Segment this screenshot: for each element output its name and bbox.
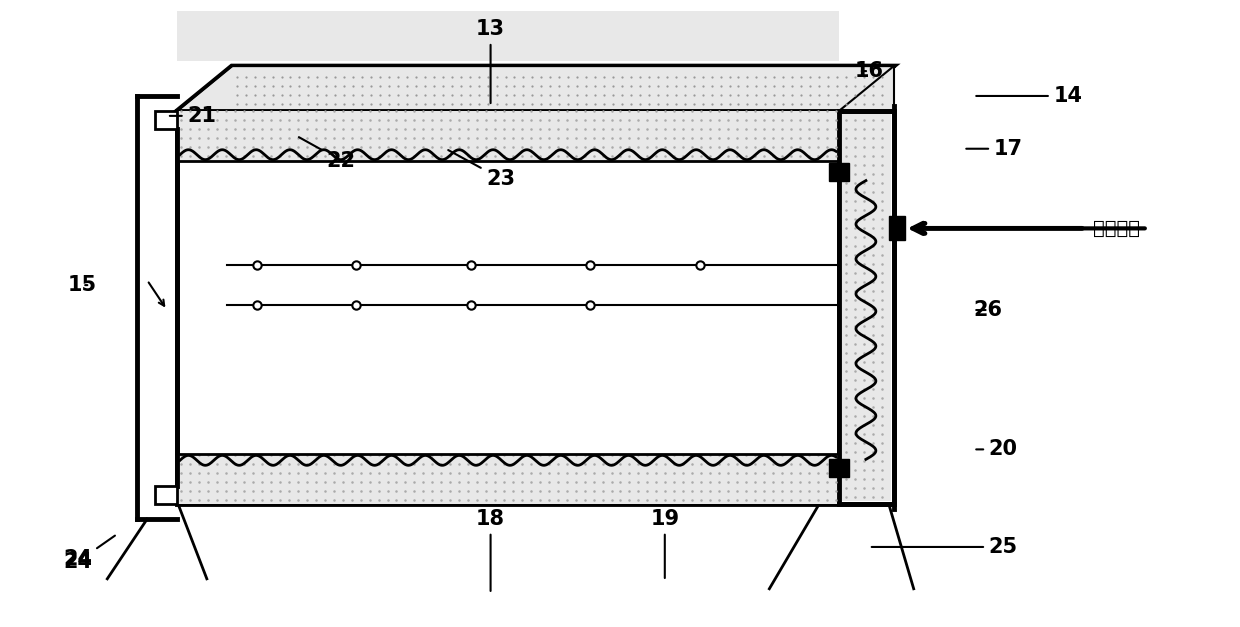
Bar [177, 111, 839, 504]
Text: 24: 24 [63, 549, 92, 569]
Bar [830, 162, 849, 181]
Text: 13: 13 [476, 19, 505, 103]
Bar [177, 111, 839, 161]
Text: 保护气体: 保护气体 [1092, 219, 1140, 238]
Text: 21: 21 [170, 106, 216, 126]
Polygon shape [177, 66, 894, 111]
Text: 15: 15 [68, 275, 97, 295]
Bar [839, 111, 894, 504]
Text: 23: 23 [448, 150, 515, 189]
Text: 20: 20 [976, 440, 1018, 460]
Polygon shape [232, 409, 894, 460]
Text: 26: 26 [973, 300, 1003, 320]
Text: 14: 14 [976, 86, 1083, 106]
Text: 19: 19 [650, 509, 680, 578]
Bar [155, 486, 177, 504]
Bar [889, 216, 905, 240]
Text: 16: 16 [854, 61, 883, 81]
Polygon shape [177, 66, 894, 111]
Bar [177, 455, 839, 504]
Text: 22: 22 [299, 137, 356, 171]
Bar [177, 11, 839, 61]
Text: 18: 18 [476, 509, 505, 591]
Text: 17: 17 [966, 139, 1023, 159]
Text: 25: 25 [872, 537, 1018, 557]
Polygon shape [232, 66, 894, 116]
Bar [842, 114, 890, 501]
Bar [155, 111, 177, 129]
Bar [830, 460, 849, 477]
Text: 24: 24 [63, 535, 115, 572]
